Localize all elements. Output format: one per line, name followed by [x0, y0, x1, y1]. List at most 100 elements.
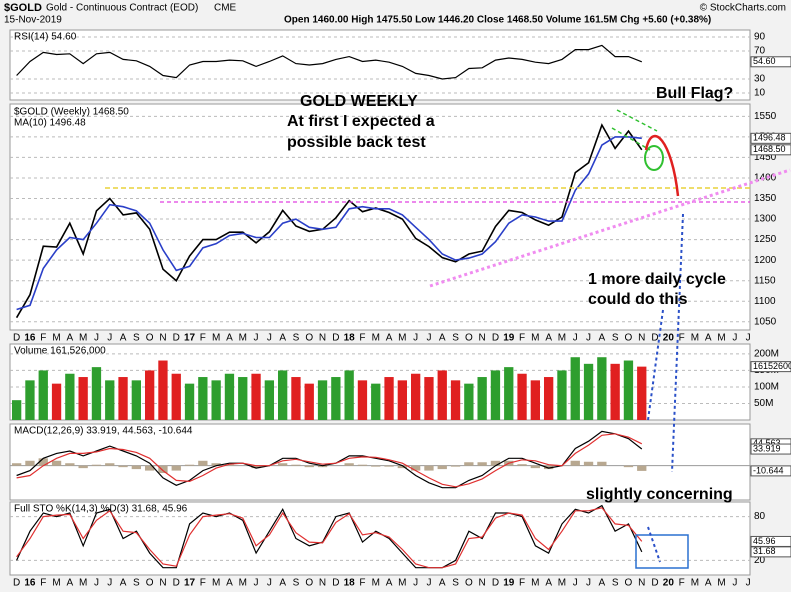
x-tick-label: F — [519, 578, 525, 589]
annotation-drawings — [105, 109, 791, 569]
x-tick-label: S — [293, 333, 300, 344]
x-tick-label: A — [386, 578, 393, 589]
bar — [38, 370, 48, 420]
x-tick-label: 20 — [663, 333, 675, 344]
bar — [91, 464, 102, 466]
x-tick-label: A — [67, 333, 74, 344]
y-tick-label: 30 — [754, 74, 766, 85]
x-tick-label: A — [705, 333, 712, 344]
x-tick-label: 19 — [503, 333, 515, 344]
x-tick-label: N — [159, 333, 166, 344]
x-tick-label: A — [120, 333, 127, 344]
projection-arrow — [644, 135, 680, 197]
bar — [344, 370, 354, 420]
x-tick-label: D — [332, 333, 339, 344]
x-tick-label: J — [586, 333, 591, 344]
bar — [344, 463, 354, 466]
x-tick-label: M — [717, 333, 725, 344]
bar — [65, 373, 75, 420]
x-tick-label: A — [279, 578, 286, 589]
bar — [105, 463, 115, 466]
x-tick-label: J — [573, 578, 578, 589]
x-tick-label: O — [305, 578, 313, 589]
x-tick-label: A — [226, 578, 233, 589]
x-tick-label: S — [133, 578, 140, 589]
y-tick-label: 1100 — [754, 296, 776, 307]
x-tick-label: A — [386, 333, 393, 344]
bar — [224, 373, 235, 420]
bar — [105, 380, 115, 420]
y-tick-label: 1250 — [754, 234, 777, 245]
x-tick-label: J — [94, 333, 99, 344]
value-tag-label: 1468.50 — [753, 144, 786, 154]
x-tick-label: M — [398, 333, 406, 344]
highlight-box — [635, 534, 689, 569]
x-tick-label: J — [267, 333, 272, 344]
x-tick-label: F — [40, 578, 46, 589]
bar — [557, 370, 567, 420]
x-tick-label: J — [732, 578, 737, 589]
y-tick-label: 1200 — [754, 255, 777, 266]
line — [16, 430, 643, 489]
x-tick-label: A — [705, 578, 712, 589]
x-tick-label: J — [586, 578, 591, 589]
bar — [450, 465, 461, 467]
bar — [530, 380, 541, 420]
x-tick-label: M — [372, 333, 380, 344]
bar — [78, 377, 88, 420]
value-tag-label: -10.644 — [753, 465, 784, 475]
x-tick-label: M — [717, 578, 725, 589]
bar — [317, 465, 328, 468]
bar — [583, 363, 594, 420]
x-tick-label: M — [531, 578, 539, 589]
x-tick-label: M — [239, 333, 247, 344]
bar — [171, 373, 181, 420]
flag-circle — [644, 145, 664, 171]
bar — [371, 383, 381, 420]
x-tick-label: J — [746, 578, 751, 589]
panels: 10 30 70 90 RSI(14) 54.60 54.60 1050 1100 1150 12… — [9, 29, 791, 589]
x-tick-label: O — [146, 578, 154, 589]
x-tick-label: F — [359, 333, 365, 344]
x-tick-label: J — [413, 578, 418, 589]
value-tag-label: 33.919 — [753, 443, 781, 453]
x-tick-label: O — [305, 333, 313, 344]
bar — [11, 400, 22, 420]
x-tick-label: A — [599, 578, 606, 589]
x-tick-label: J — [746, 333, 751, 344]
bar — [51, 460, 62, 466]
bar — [543, 465, 554, 470]
bar — [51, 383, 62, 420]
annotation: possible back test — [287, 134, 426, 151]
bar — [317, 380, 328, 420]
quote: Open 1460.00 High 1475.50 Low 1446.20 Cl… — [284, 15, 711, 26]
x-tick-label: S — [452, 578, 459, 589]
x-tick-label: D — [492, 578, 499, 589]
annotation: Bull Flag? — [656, 85, 733, 102]
bar — [65, 463, 75, 466]
bar — [304, 465, 314, 468]
legend-entry: $GOLD (Weekly) 1468.50 — [14, 107, 129, 118]
value-tag — [750, 132, 791, 144]
line — [16, 136, 642, 311]
x-tick-label: F — [679, 578, 685, 589]
y-tick-label: 100M — [754, 382, 779, 393]
bar — [91, 367, 102, 420]
x-tick-label: J — [254, 578, 259, 589]
symbol: $GOLD — [4, 2, 42, 14]
x-tick-label: N — [319, 578, 326, 589]
bar — [490, 370, 501, 420]
bar — [371, 465, 381, 467]
value-tag — [750, 144, 791, 156]
x-tick-label: A — [599, 333, 606, 344]
bar — [158, 465, 168, 474]
bar — [597, 357, 607, 420]
value-tag-label: 31.68 — [753, 546, 776, 556]
bar — [264, 380, 275, 420]
bar — [158, 360, 168, 420]
x-tick-label: J — [94, 578, 99, 589]
line — [16, 44, 643, 80]
x-tick-label: M — [79, 578, 87, 589]
x-tick-label: F — [519, 333, 525, 344]
x-tick-label: M — [212, 578, 220, 589]
